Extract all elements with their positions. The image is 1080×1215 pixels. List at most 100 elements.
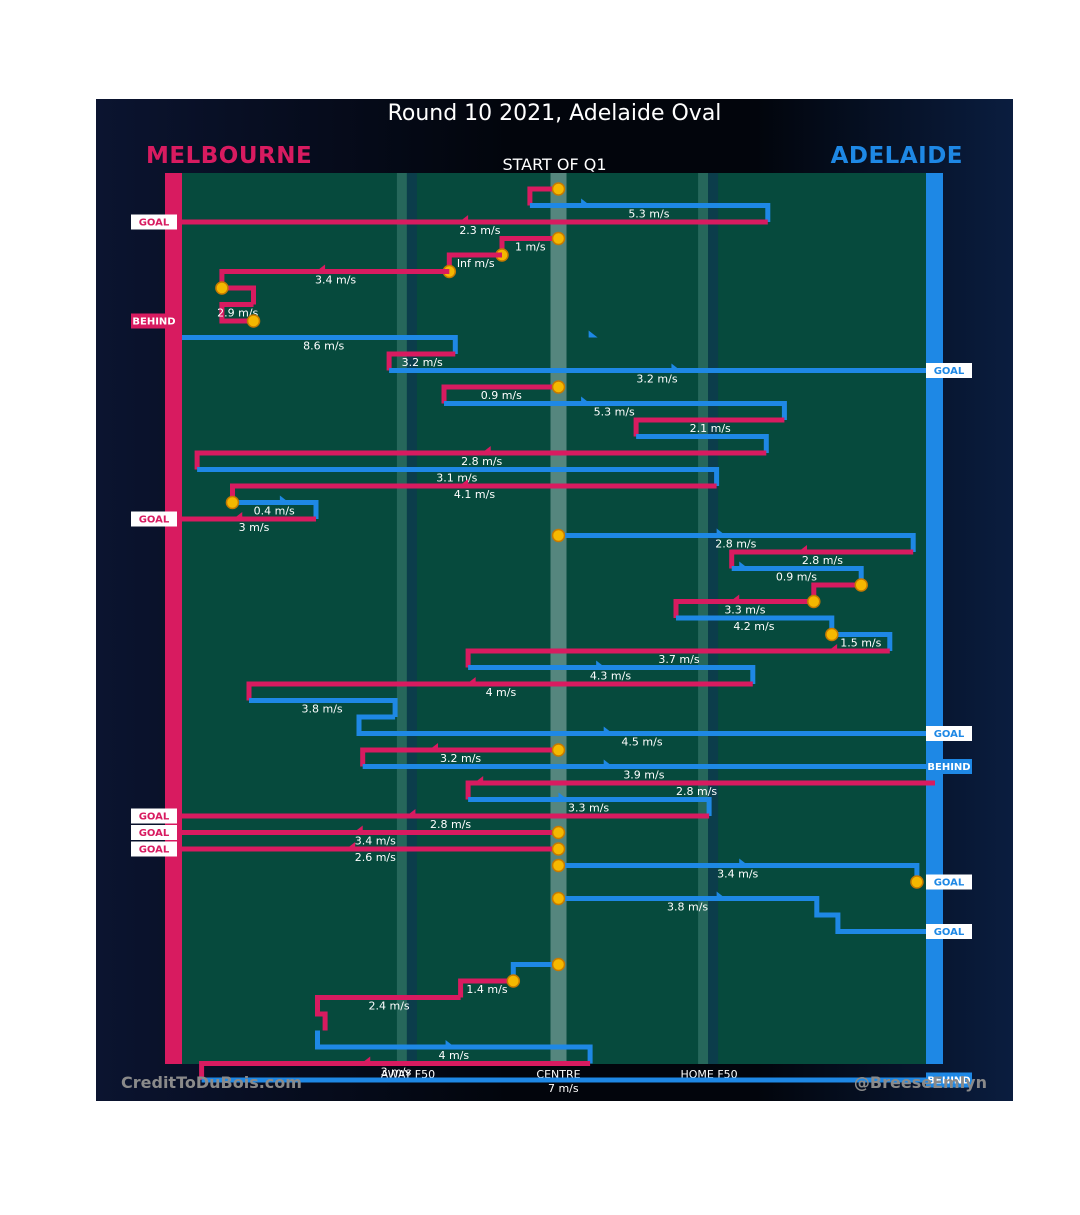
score-box	[926, 363, 972, 378]
speed-label: 3.2 m/s	[440, 752, 481, 765]
speed-label: 5.3 m/s	[628, 208, 669, 221]
ball-marker	[551, 842, 566, 856]
speed-label: 4.5 m/s	[621, 736, 662, 749]
f50-band	[396, 173, 407, 1064]
chain-segment	[527, 186, 559, 206]
speed-label: 3.7 m/s	[658, 653, 699, 666]
speed-label: 2.8 m/s	[461, 455, 502, 468]
ball-marker	[551, 957, 566, 972]
score-label: GOAL	[934, 729, 965, 740]
ball-marker	[215, 281, 229, 295]
chain-segment	[315, 995, 461, 1031]
speed-label: 8.6 m/s	[303, 340, 344, 353]
direction-arrow	[730, 594, 740, 602]
speed-label: 5.3 m/s	[594, 406, 635, 419]
score-box	[926, 726, 972, 741]
score-box	[131, 313, 177, 329]
direction-arrow	[716, 528, 726, 536]
chain-segment	[633, 417, 785, 437]
ball-marker	[910, 875, 924, 889]
chain-segment	[636, 434, 769, 453]
score-box	[926, 1072, 972, 1088]
score-box	[926, 874, 972, 890]
chart-title: Round 10 2021, Adelaide Oval	[387, 101, 722, 126]
ball-marker	[551, 182, 566, 196]
direction-arrow	[233, 512, 243, 519]
direction-arrow	[346, 842, 356, 849]
speed-label: 2.9 m/s	[217, 307, 258, 320]
speed-label: 3.3 m/s	[568, 802, 609, 815]
melbourne-bar	[165, 173, 182, 1064]
score-label: GOAL	[139, 845, 170, 856]
direction-arrow	[481, 446, 491, 453]
direction-arrow	[797, 545, 807, 552]
direction-arrow	[588, 330, 598, 338]
speed-label: 3.4 m/s	[355, 835, 396, 848]
chain-segment	[232, 500, 319, 519]
speed-label: 3.8 m/s	[302, 703, 343, 716]
chain-segment	[386, 351, 456, 371]
score-label: GOAL	[139, 812, 170, 823]
chain-segment	[468, 665, 756, 684]
chain-segment	[529, 203, 771, 222]
f50-band-edge	[406, 173, 417, 1064]
ball-marker	[551, 231, 566, 246]
score-label: GOAL	[139, 515, 170, 526]
speed-label: 3.2 m/s	[402, 356, 443, 369]
chain-segment	[194, 450, 767, 470]
direction-arrow	[466, 677, 476, 684]
speed-label: 0.9 m/s	[481, 389, 522, 402]
chain-segment	[458, 978, 514, 998]
team-left-name: MELBOURNE	[146, 143, 313, 169]
speed-label: 0.4 m/s	[254, 505, 295, 518]
direction-arrow	[581, 396, 591, 404]
speed-label: 3.4 m/s	[717, 868, 758, 881]
phase-label: START OF Q1	[502, 155, 607, 174]
chain-segment	[219, 302, 254, 324]
score-label: BEHIND	[132, 317, 175, 328]
chain-segment	[221, 285, 256, 305]
direction-arrow	[279, 495, 289, 503]
chain-segment	[182, 335, 458, 354]
ball-marker	[246, 314, 261, 328]
score-box	[131, 841, 177, 857]
score-box	[131, 825, 177, 840]
direction-arrow	[603, 726, 613, 734]
centre-band	[550, 173, 567, 1064]
chart-panel: Round 10 2021, Adelaide Oval MELBOURNE A…	[96, 99, 1013, 1101]
speed-label: 3.8 m/s	[667, 901, 708, 914]
chain-segment	[197, 467, 720, 486]
chain-segment	[444, 401, 787, 420]
ball-marker	[825, 627, 839, 642]
team-right-name: ADELAIDE	[830, 143, 963, 169]
adelaide-bar	[926, 173, 943, 1064]
ball-marker	[807, 594, 821, 609]
chain-segment	[465, 780, 935, 800]
score-box	[131, 808, 177, 824]
direction-arrow	[828, 644, 838, 651]
score-label: BEHIND	[927, 762, 970, 773]
speed-label: 3 m/s	[381, 1066, 412, 1079]
ball-marker	[225, 495, 240, 510]
chain-segment	[360, 747, 559, 767]
speed-label: 2.8 m/s	[802, 554, 843, 567]
speed-label: 4.2 m/s	[733, 620, 774, 633]
speed-label: 2.1 m/s	[690, 422, 731, 435]
direction-arrow	[671, 363, 681, 371]
ball-marker	[551, 528, 566, 543]
credit-right: @BreeseEmlyn	[853, 1073, 987, 1092]
speed-label: 4 m/s	[438, 1049, 469, 1062]
direction-arrow	[316, 264, 326, 272]
credit-left: CreditToDuBois.com	[121, 1073, 302, 1092]
speed-label: 1.4 m/s	[466, 983, 507, 996]
speed-label: 2.3 m/s	[459, 224, 500, 237]
speed-label: 2.8 m/s	[676, 785, 717, 798]
ball-marker	[551, 743, 566, 757]
chain-segment	[199, 1061, 591, 1080]
score-box	[926, 759, 972, 774]
score-box	[926, 924, 972, 939]
ball-marker	[551, 891, 566, 906]
chain-segment	[356, 714, 935, 736]
speed-label: 0.9 m/s	[776, 571, 817, 584]
